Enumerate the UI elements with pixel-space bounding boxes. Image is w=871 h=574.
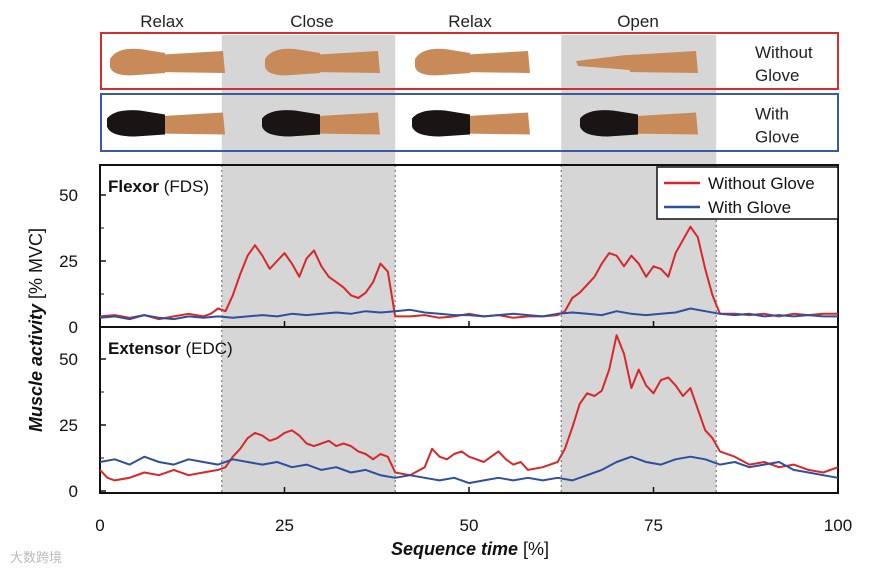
y-axis-title: Muscle activity [% MVC] bbox=[26, 228, 46, 432]
row-label-line2: Glove bbox=[755, 128, 799, 147]
series-line-with bbox=[99, 307, 838, 321]
y-tick-label: 0 bbox=[69, 482, 78, 501]
series-line-with bbox=[99, 455, 839, 485]
glove-shape bbox=[580, 110, 638, 137]
photo-rows: Without Glove With Glove bbox=[100, 32, 839, 152]
x-tick-label: 100 bbox=[824, 516, 852, 535]
forearm-shape bbox=[310, 112, 380, 135]
forearm-shape bbox=[460, 51, 530, 73]
y-tick-label: 0 bbox=[69, 318, 78, 337]
forearm-shape bbox=[310, 51, 380, 73]
x-tick-label: 25 bbox=[275, 516, 294, 535]
hand-shape bbox=[265, 48, 320, 76]
legend: Without Glove With Glove bbox=[656, 166, 839, 220]
hand-photo bbox=[576, 51, 698, 73]
hand-shape bbox=[110, 48, 165, 76]
legend-label-without: Without Glove bbox=[708, 174, 815, 193]
hand-shape bbox=[415, 48, 470, 76]
panel-title: Extensor (EDC) bbox=[108, 339, 233, 358]
x-axis-title: Sequence time [%] bbox=[391, 539, 549, 559]
phase-label-1: Relax bbox=[140, 12, 184, 31]
phase-label-2: Close bbox=[290, 12, 333, 31]
row-label-line1: Without bbox=[755, 43, 813, 62]
phase-label-3: Relax bbox=[448, 12, 492, 31]
hand-photo bbox=[110, 48, 225, 76]
hand-photo bbox=[265, 48, 380, 76]
x-tick-label: 0 bbox=[95, 516, 104, 535]
forearm-shape bbox=[628, 112, 698, 135]
forearm-shape bbox=[628, 51, 698, 73]
hand-photo bbox=[262, 110, 380, 137]
glove-shape bbox=[262, 110, 320, 137]
hand-photo bbox=[412, 110, 530, 137]
hand-photo bbox=[107, 110, 225, 137]
row-label-line1: With bbox=[755, 105, 789, 124]
phase-labels: Relax Close Relax Open bbox=[140, 12, 659, 31]
phase-shade-2 bbox=[221, 35, 396, 493]
forearm-shape bbox=[155, 112, 225, 135]
hand-photo bbox=[415, 48, 530, 76]
forearm-shape bbox=[460, 112, 530, 135]
glove-shape bbox=[107, 110, 165, 137]
open-hand-shape bbox=[576, 55, 638, 71]
phase-shading bbox=[221, 35, 717, 493]
photo-row-frame bbox=[100, 32, 839, 90]
series-line-without bbox=[99, 225, 838, 321]
legend-label-with: With Glove bbox=[708, 198, 791, 217]
watermark-text: 大数跨境 bbox=[10, 550, 62, 565]
glove-shape bbox=[412, 110, 470, 137]
y-tick-label: 50 bbox=[59, 350, 78, 369]
x-tick-label: 50 bbox=[460, 516, 479, 535]
legend-box bbox=[656, 166, 839, 220]
series-line-without bbox=[99, 334, 839, 482]
emg-chart: 0 25 50 Flexor (FDS) 0 25 50 Extensor (EDC) 0 25 5… bbox=[26, 164, 852, 559]
y-tick-label: 25 bbox=[59, 416, 78, 435]
forearm-shape bbox=[155, 51, 225, 73]
phase-label-4: Open bbox=[617, 12, 659, 31]
hand-photo bbox=[580, 110, 698, 137]
panel-title: Flexor (FDS) bbox=[108, 177, 209, 196]
x-tick-label: 75 bbox=[644, 516, 663, 535]
y-tick-label: 25 bbox=[59, 252, 78, 271]
y-tick-label: 50 bbox=[59, 186, 78, 205]
photo-row-frame bbox=[100, 93, 839, 152]
row-label-line2: Glove bbox=[755, 66, 799, 85]
